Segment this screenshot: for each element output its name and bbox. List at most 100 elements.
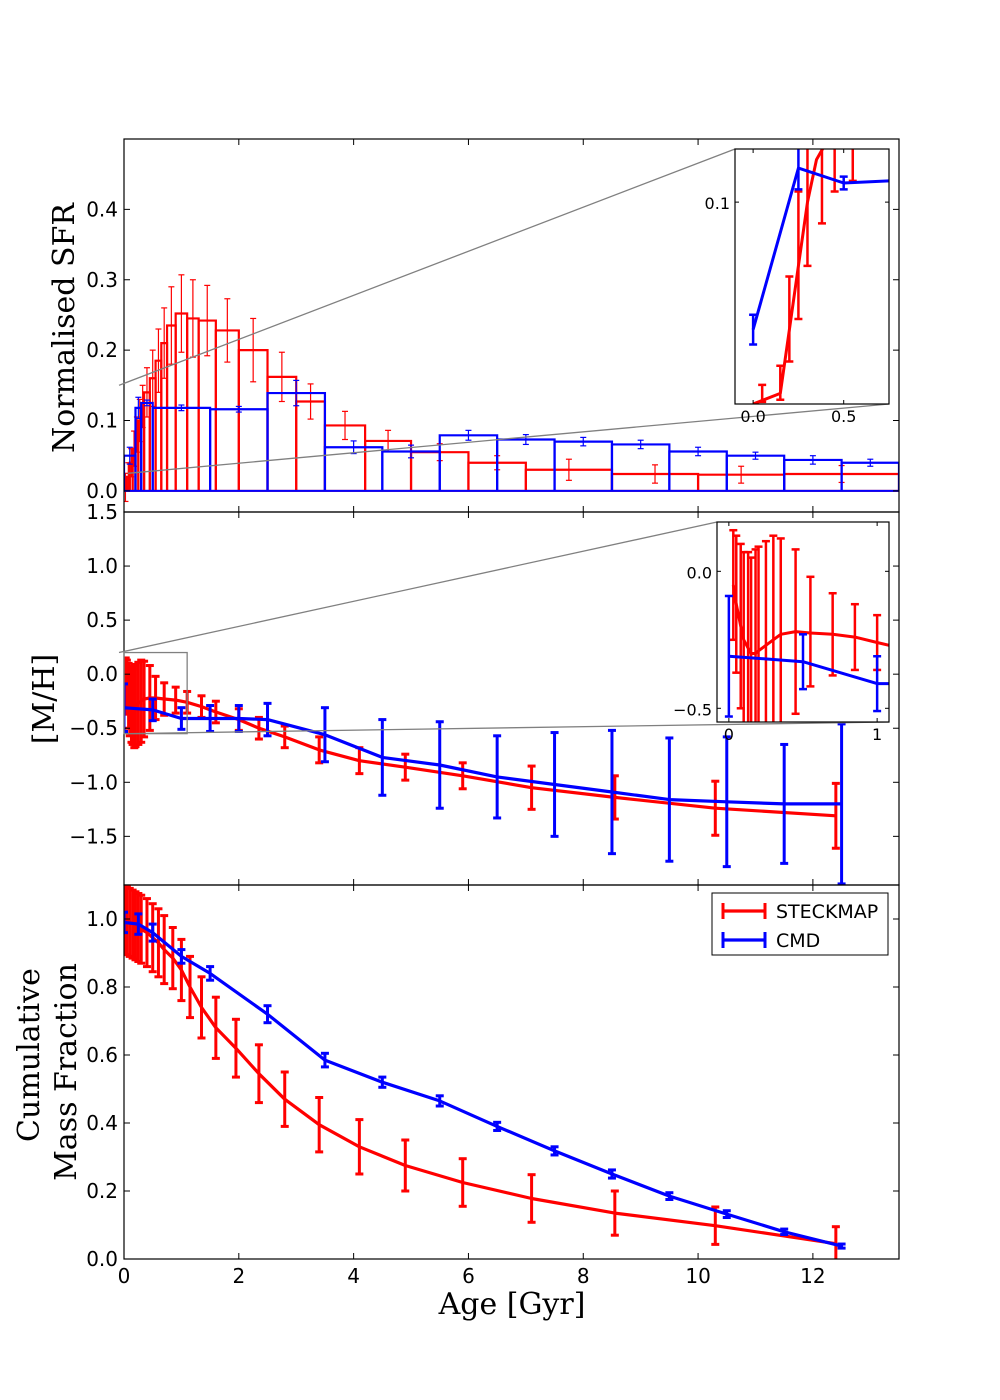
sfr-zoom-connector [127, 403, 890, 474]
metallicity-ytick-label: −0.5 [69, 716, 118, 740]
metallicity-ytick-label: 0.5 [86, 608, 118, 632]
sfr-inset-errorbar [830, 149, 839, 193]
cumulative-ytick-label: 0.2 [86, 1179, 118, 1203]
metallicity-ytick-label: 0.0 [86, 662, 118, 686]
cumulative-xtick-label: 4 [347, 1264, 360, 1288]
sfr-errorbar [465, 429, 472, 441]
cumulative-xtick-label: 12 [800, 1264, 825, 1288]
sfr-errorbar [350, 440, 357, 455]
cumulative-data [124, 885, 846, 1259]
cumulative-ylabel-line2: Mass Fraction [49, 963, 84, 1181]
metallicity-inset-errorbar [724, 594, 733, 718]
sfr-errorbar [143, 399, 150, 407]
sfr-errorbar [565, 458, 572, 481]
sfr-errorbar [342, 410, 349, 441]
sfr-ytick-label: 0.2 [86, 338, 118, 362]
metallicity-line [124, 679, 837, 818]
cumulative-ylabel-line1: Cumulative [12, 968, 47, 1142]
cumulative-ytick-label: 0.0 [86, 1247, 118, 1271]
sfr-errorbar [293, 379, 300, 407]
cumulative-xtick-label: 0 [118, 1264, 131, 1288]
cumulative-line [124, 920, 842, 1248]
metallicity-ytick-label: −1.0 [69, 770, 118, 794]
sfr-ytick-label: 0.1 [86, 409, 118, 433]
sfr-errorbar [695, 446, 702, 457]
metallicity-inset-data [724, 528, 889, 722]
xlabel: Age [Gyr] [438, 1287, 586, 1322]
metallicity-inset-ytick-label: 0.0 [687, 563, 712, 582]
legend-label-steckmap: STECKMAP [776, 901, 878, 923]
sfr-ytick-label: 0.4 [86, 197, 118, 221]
sfr-inset-ytick-label: 0.1 [705, 194, 730, 213]
legend-label-cmd: CMD [776, 930, 820, 952]
metallicity-data [124, 656, 846, 885]
sfr-ytick-label: 0.0 [86, 479, 118, 503]
metallicity-inset-cmd-line [728, 654, 889, 686]
sfr-errorbar [522, 433, 529, 446]
sfr-errorbar [652, 464, 659, 484]
sfr-panel: 0.0 0.1 0.2 0.3 0.4 0.1 0.0 0.5 [86, 138, 900, 513]
sfr-errorbar [867, 458, 874, 467]
sfr-bin [553, 440, 614, 491]
sfr-errorbar [204, 284, 211, 357]
cumulative-ytick-label: 1.0 [86, 907, 118, 931]
metallicity-series-cmd [124, 682, 846, 885]
sfr-bin [725, 454, 786, 491]
sfr-errorbar [580, 436, 587, 447]
cumulative-xtick-label: 10 [685, 1264, 710, 1288]
sfr-inset-cmd-line [751, 166, 889, 331]
metallicity-line [124, 706, 842, 806]
legend: STECKMAP CMD [711, 892, 889, 956]
cumulative-series-cmd [124, 910, 846, 1250]
metallicity-series-steckmap [124, 656, 840, 850]
sfr-inset-frame [734, 148, 890, 405]
cumulative-ytick-label: 0.4 [86, 1111, 118, 1135]
cumulative-line [124, 917, 837, 1246]
metallicity-panel: 1.5 1.0 0.5 0.0 −0.5 −1.0 −1.5 0.0 −0.5 0 1 [69, 500, 900, 886]
sfr-errorbar [224, 298, 231, 363]
sfr-ytick-label: 0.3 [86, 268, 118, 292]
sfr-zoom-connector [118, 148, 736, 386]
metallicity-ylabel: [M/H] [27, 654, 62, 744]
metallicity-inset-frame [716, 521, 890, 723]
sfr-errorbar [307, 383, 314, 420]
sfr-inset-errorbar [848, 149, 857, 183]
legend-marker-steckmap [721, 903, 767, 919]
cumulative-xtick-label: 2 [232, 1264, 245, 1288]
metallicity-ytick-label: −1.5 [69, 824, 118, 848]
metallicity-zoom-connector [118, 521, 718, 654]
metallicity-inset-xtick-label: 1 [872, 725, 882, 744]
sfr-data [124, 274, 899, 503]
metallicity-inset-ytick-label: −0.5 [673, 700, 712, 719]
sfr-errorbar [178, 274, 185, 353]
sfr-inset-data [749, 149, 889, 404]
metallicity-errorbar [124, 682, 128, 733]
sfr-errorbar [637, 439, 644, 450]
metallicity-ytick-label: 1.0 [86, 554, 118, 578]
cumulative-errorbar [124, 910, 128, 935]
sfr-inset-xtick-label: 0.0 [740, 407, 765, 426]
sfr-errorbar [126, 446, 133, 465]
sfr-errorbar [250, 317, 257, 383]
sfr-inset-bg [735, 149, 889, 404]
sfr-ylabel: Normalised SFR [47, 202, 82, 453]
sfr-series-cmd [124, 379, 899, 492]
sfr-inset-steckmap-line [752, 149, 825, 404]
sfr-inset-xtick-label: 0.5 [831, 407, 856, 426]
sfr-bin [840, 461, 899, 491]
sfr-inset: 0.1 0.0 0.5 [705, 148, 890, 426]
sfr-inset-errorbar [817, 149, 826, 225]
sfr-errorbar [752, 451, 759, 460]
legend-marker-cmd [721, 932, 767, 948]
sfr-errorbar [178, 404, 185, 412]
sfr-zoom [118, 148, 890, 474]
cumulative-frame [123, 884, 900, 1260]
cumulative-ytick-label: 0.6 [86, 1043, 118, 1067]
sfr-errorbar [124, 472, 129, 503]
metallicity-inset-steckmap-line [731, 584, 889, 655]
sfr-inset-errorbar [785, 275, 794, 363]
metallicity-ytick-label: 1.5 [86, 500, 118, 524]
metallicity-inset: 0.0 −0.5 0 1 [673, 521, 890, 744]
cumulative-ytick-label: 0.8 [86, 975, 118, 999]
